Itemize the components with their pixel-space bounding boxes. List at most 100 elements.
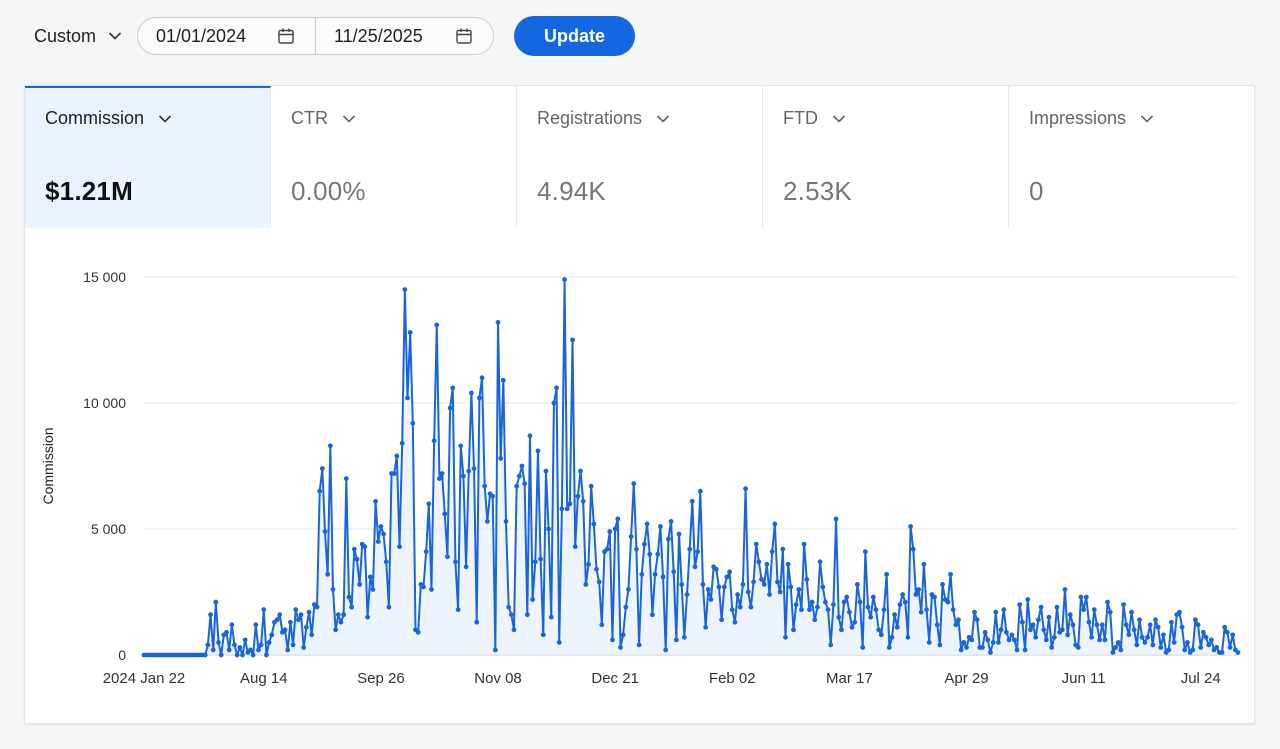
data-point[interactable] xyxy=(998,627,1004,633)
metric-tab-impressions[interactable]: Impressions 0 xyxy=(1009,86,1254,228)
data-point[interactable] xyxy=(860,645,866,650)
data-point[interactable] xyxy=(1051,634,1057,640)
data-point[interactable] xyxy=(341,612,347,618)
data-point[interactable] xyxy=(354,556,360,562)
data-point[interactable] xyxy=(1161,632,1166,638)
data-point[interactable] xyxy=(804,577,810,582)
data-point[interactable] xyxy=(524,612,530,618)
metric-tab-registrations[interactable]: Registrations 4.94K xyxy=(517,86,763,228)
data-point[interactable] xyxy=(884,571,890,577)
data-point[interactable] xyxy=(775,579,780,585)
data-point[interactable] xyxy=(679,582,685,587)
data-point[interactable] xyxy=(1033,634,1039,640)
data-point[interactable] xyxy=(269,632,275,638)
data-point[interactable] xyxy=(1046,614,1052,620)
data-point[interactable] xyxy=(559,506,565,512)
data-point[interactable] xyxy=(421,584,426,590)
data-point[interactable] xyxy=(1201,629,1206,635)
data-point[interactable] xyxy=(932,594,937,600)
data-point[interactable] xyxy=(902,599,908,605)
data-point[interactable] xyxy=(399,440,405,446)
data-point[interactable] xyxy=(1190,647,1196,653)
data-point[interactable] xyxy=(378,524,384,529)
data-point[interactable] xyxy=(1139,634,1145,640)
data-point[interactable] xyxy=(373,498,378,504)
data-point[interactable] xyxy=(1107,609,1113,615)
data-point[interactable] xyxy=(799,607,804,613)
data-point[interactable] xyxy=(897,602,903,607)
data-point[interactable] xyxy=(351,546,357,552)
data-point[interactable] xyxy=(522,481,528,487)
data-point[interactable] xyxy=(303,624,309,630)
data-point[interactable] xyxy=(1086,619,1092,625)
data-point[interactable] xyxy=(953,622,959,628)
data-point[interactable] xyxy=(780,546,786,552)
data-point[interactable] xyxy=(492,647,498,653)
commission-line-chart[interactable]: 0 5 000 10 000 15 000 Commission 2024 Jan 22 A… xyxy=(25,228,1256,725)
data-point[interactable] xyxy=(748,604,754,610)
data-point[interactable] xyxy=(346,594,352,600)
data-point[interactable] xyxy=(285,647,291,653)
data-point[interactable] xyxy=(381,531,386,537)
data-point[interactable] xyxy=(823,599,828,605)
data-point[interactable] xyxy=(1131,627,1137,633)
data-point[interactable] xyxy=(1129,609,1134,615)
data-point[interactable] xyxy=(1195,622,1201,628)
data-point[interactable] xyxy=(338,619,344,625)
data-point[interactable] xyxy=(961,640,967,645)
data-point[interactable] xyxy=(1169,619,1174,625)
data-point[interactable] xyxy=(700,582,706,587)
data-point[interactable] xyxy=(889,634,895,640)
data-point[interactable] xyxy=(886,645,892,650)
data-point[interactable] xyxy=(556,640,562,645)
data-point[interactable] xyxy=(202,652,208,658)
data-point[interactable] xyxy=(562,277,567,282)
data-point[interactable] xyxy=(588,483,594,489)
data-point[interactable] xyxy=(434,322,440,328)
data-point[interactable] xyxy=(1094,622,1100,628)
data-point[interactable] xyxy=(567,501,573,507)
data-point[interactable] xyxy=(508,612,514,618)
data-point[interactable] xyxy=(812,617,818,623)
data-point[interactable] xyxy=(1193,617,1198,623)
data-point[interactable] xyxy=(1158,645,1164,650)
data-point[interactable] xyxy=(596,579,602,585)
data-point[interactable] xyxy=(322,529,328,534)
data-point[interactable] xyxy=(761,582,767,587)
data-point[interactable] xyxy=(982,629,988,635)
data-point[interactable] xyxy=(1004,629,1009,635)
data-point[interactable] xyxy=(317,488,323,494)
data-point[interactable] xyxy=(607,529,613,534)
data-point[interactable] xyxy=(1067,612,1073,618)
data-point[interactable] xyxy=(745,589,751,595)
data-point[interactable] xyxy=(657,524,663,529)
data-point[interactable] xyxy=(1105,599,1110,605)
data-point[interactable] xyxy=(461,473,466,479)
end-date-field[interactable]: 11/25/2025 xyxy=(315,18,493,54)
data-point[interactable] xyxy=(732,619,738,625)
data-point[interactable] xyxy=(570,337,575,343)
data-point[interactable] xyxy=(1155,624,1161,630)
data-point[interactable] xyxy=(751,579,756,585)
data-point[interactable] xyxy=(985,637,991,643)
data-point[interactable] xyxy=(447,405,453,411)
data-point[interactable] xyxy=(828,642,834,648)
data-point[interactable] xyxy=(900,592,906,597)
data-point[interactable] xyxy=(1123,622,1129,628)
data-point[interactable] xyxy=(1019,619,1025,625)
data-point[interactable] xyxy=(687,546,693,552)
data-point[interactable] xyxy=(218,652,224,658)
data-point[interactable] xyxy=(809,599,815,605)
data-point[interactable] xyxy=(1121,602,1126,607)
update-button[interactable]: Update xyxy=(514,16,635,56)
data-point[interactable] xyxy=(737,604,743,610)
data-point[interactable] xyxy=(663,647,669,653)
data-point[interactable] xyxy=(841,599,847,605)
data-point[interactable] xyxy=(945,599,951,605)
data-point[interactable] xyxy=(535,448,541,454)
data-point[interactable] xyxy=(445,554,450,560)
data-point[interactable] xyxy=(1012,637,1017,643)
data-point[interactable] xyxy=(862,549,868,555)
data-point[interactable] xyxy=(905,634,911,640)
data-point[interactable] xyxy=(415,629,421,635)
